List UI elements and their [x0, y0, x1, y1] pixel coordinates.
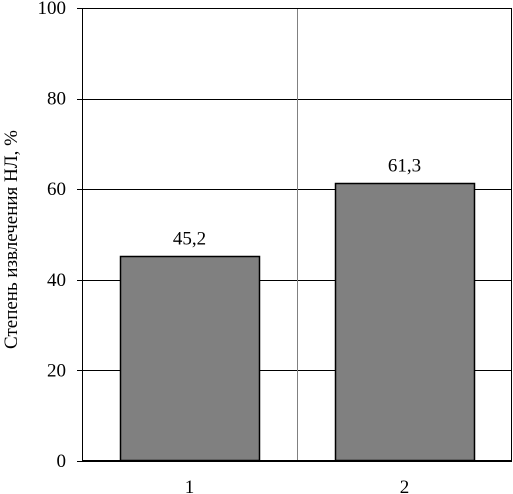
bar: [119, 255, 261, 462]
y-tick-label: 40: [47, 270, 66, 291]
bar-value-label: 61,3: [388, 156, 421, 177]
x-tick-label: 2: [400, 477, 410, 494]
y-axis-label: Степень извлечения НЛ, %: [1, 130, 22, 349]
y-tick-label: 60: [47, 179, 66, 200]
plot-frame: [82, 8, 512, 461]
bars: [119, 182, 476, 462]
y-tick-label: 20: [47, 360, 66, 381]
y-tick-label: 0: [57, 451, 67, 472]
y-tick-label: 80: [47, 89, 66, 110]
bar-value-label: 45,2: [173, 229, 206, 250]
x-tick-label: 1: [185, 477, 195, 494]
y-tick-labels: 0 20 40 60 80 100: [38, 0, 67, 472]
data-labels: 45,2 61,3: [173, 156, 421, 250]
y-tick-label: 100: [38, 0, 67, 19]
bar: [334, 182, 476, 462]
